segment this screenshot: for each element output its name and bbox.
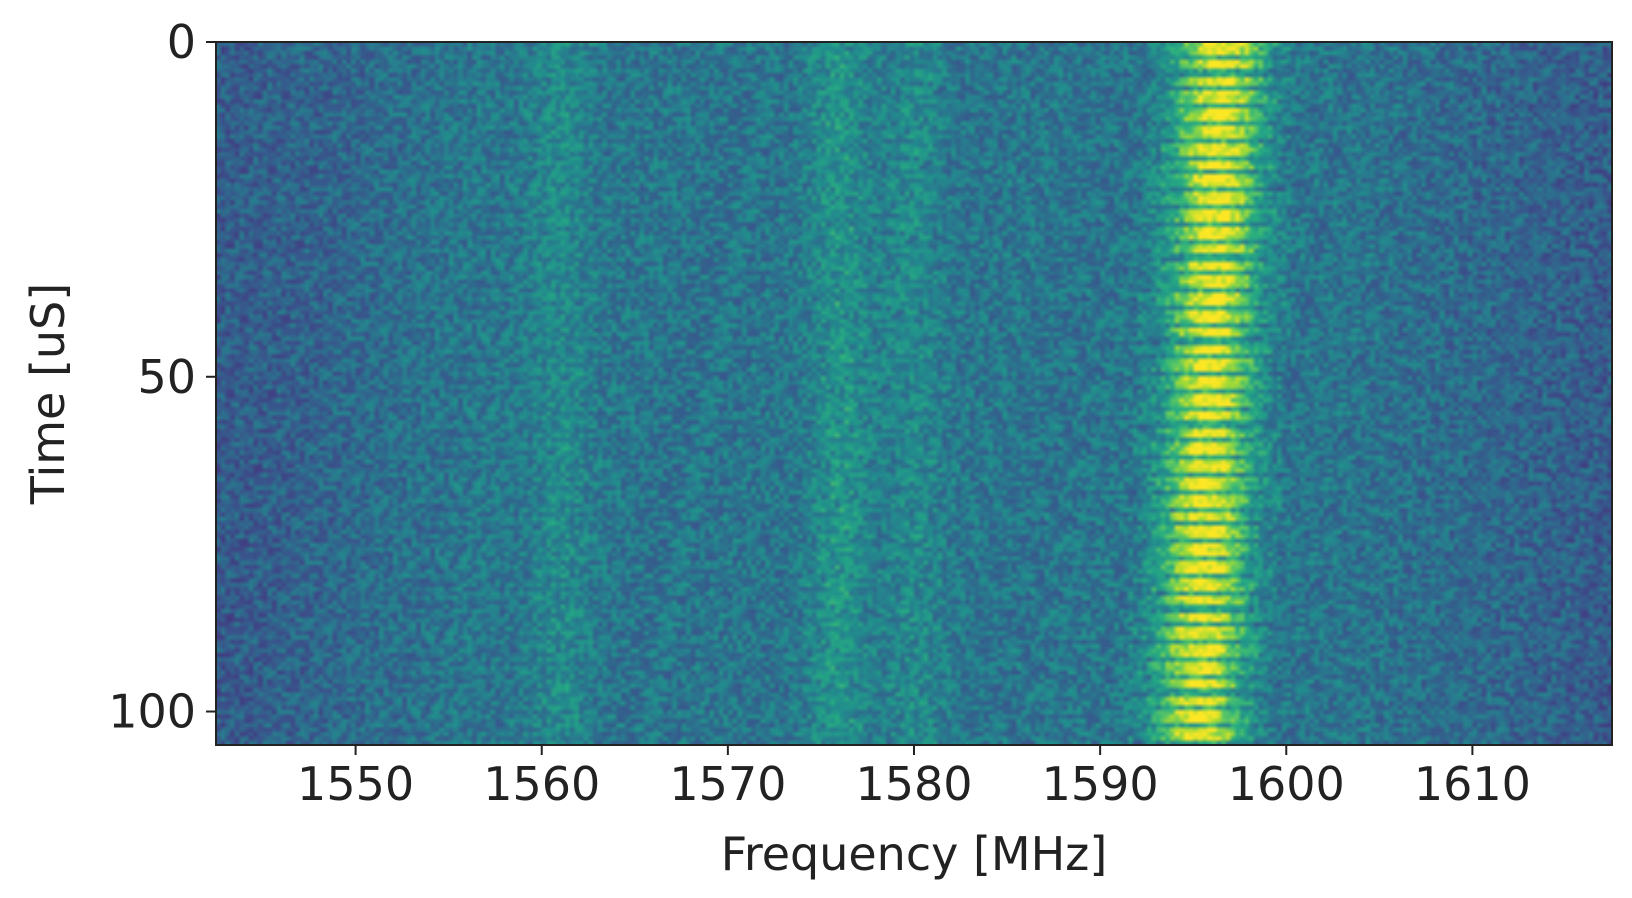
- x-tick-label: 1600: [1228, 757, 1345, 811]
- y-tick-label: 100: [108, 685, 196, 739]
- x-tick-label: 1570: [669, 757, 786, 811]
- x-tick-label: 1590: [1042, 757, 1159, 811]
- x-tick-label: 1610: [1414, 757, 1531, 811]
- x-tick-label: 1580: [855, 757, 972, 811]
- x-axis-ticks: 1550 1560 1570 1580 1590 1600 1610: [297, 745, 1531, 811]
- y-axis-ticks: 0 50 100: [108, 15, 216, 739]
- spectrogram-image: [216, 42, 1612, 745]
- x-tick-label: 1560: [483, 757, 600, 811]
- spectrogram-raster: [216, 42, 1612, 745]
- y-tick-label: 0: [167, 15, 196, 69]
- y-tick-label: 50: [137, 350, 196, 404]
- x-tick-label: 1550: [297, 757, 414, 811]
- y-axis-label: Time [uS]: [21, 283, 75, 505]
- x-axis-label: Frequency [MHz]: [721, 827, 1108, 881]
